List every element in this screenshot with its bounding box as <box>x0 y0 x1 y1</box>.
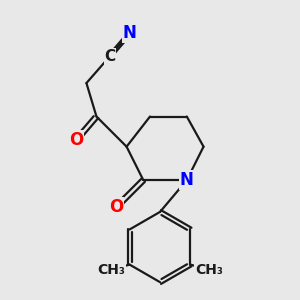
Text: CH₃: CH₃ <box>195 262 223 277</box>
Text: N: N <box>180 171 194 189</box>
Text: N: N <box>123 24 137 42</box>
Text: C: C <box>104 49 116 64</box>
Text: O: O <box>110 198 124 216</box>
Text: O: O <box>69 131 83 149</box>
Text: CH₃: CH₃ <box>97 262 125 277</box>
